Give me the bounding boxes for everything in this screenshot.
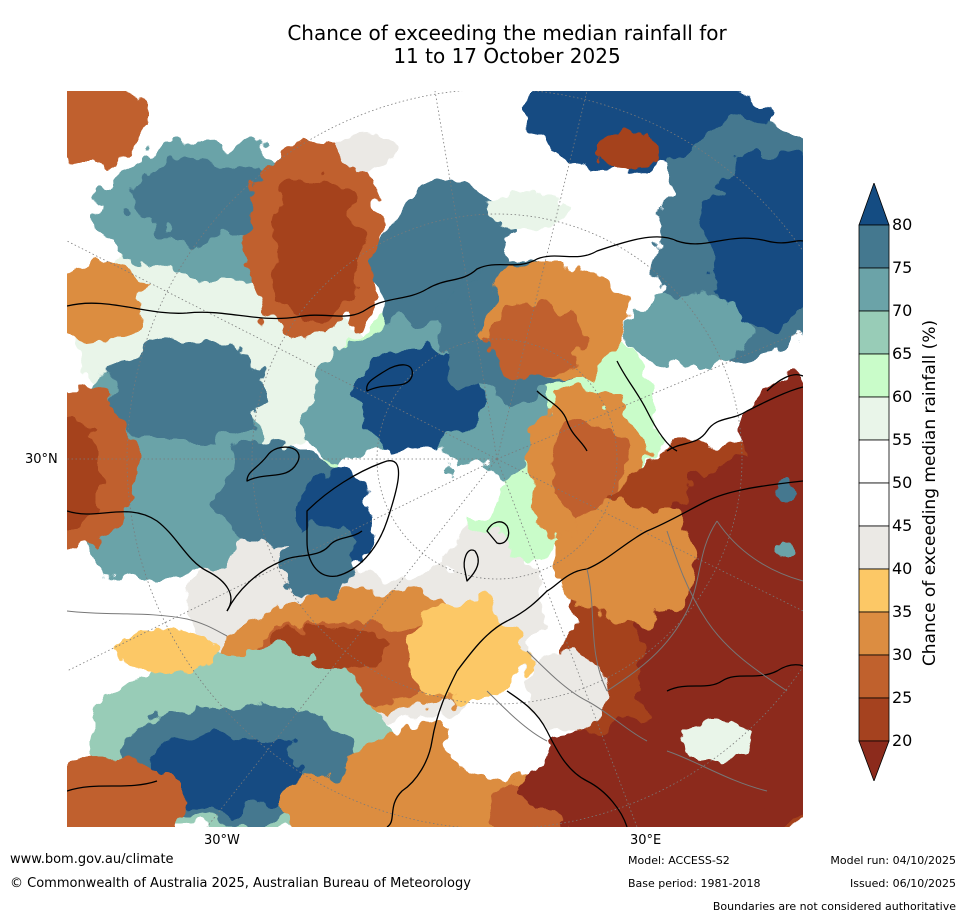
probability-field	[67, 91, 803, 827]
map-title: Chance of exceeding the median rainfall …	[0, 22, 965, 68]
colorbar-tick-70: 70	[892, 301, 913, 320]
latitude-label-30n: 30°N	[25, 452, 58, 467]
colorbar-segment	[858, 525, 890, 570]
model-run-date: Model run: 04/10/2025	[830, 854, 956, 867]
base-period: Base period: 1981-2018	[628, 877, 761, 890]
longitude-label-30w: 30°W	[204, 833, 240, 848]
colorbar-title: Chance of exceeding median rainfall (%)	[920, 319, 940, 667]
rainfall-probability-map	[67, 91, 803, 827]
boundaries-disclaimer: Boundaries are not considered authoritat…	[712, 900, 956, 913]
website-link[interactable]: www.bom.gov.au/climate	[10, 852, 174, 867]
copyright-text: © Commonwealth of Australia 2025, Austra…	[10, 876, 471, 891]
colorbar-tick-45: 45	[892, 516, 913, 535]
colorbar-tick-20: 20	[892, 731, 913, 750]
colorbar-tick-55: 55	[892, 430, 913, 449]
colorbar	[858, 183, 890, 781]
colorbar-segment	[858, 396, 890, 441]
title-line-2: 11 to 17 October 2025	[393, 44, 621, 68]
colorbar-segment	[858, 568, 890, 613]
map-canvas	[67, 91, 803, 827]
colorbar-tick-65: 65	[892, 344, 913, 363]
graticule	[67, 91, 803, 827]
colorbar-segment	[858, 267, 890, 312]
colorbar-tick-60: 60	[892, 387, 913, 406]
colorbar-segment	[858, 697, 890, 742]
country-boundaries	[67, 520, 803, 792]
colorbar-tick-75: 75	[892, 258, 913, 277]
colorbar-segments	[858, 183, 890, 781]
colorbar-tick-40: 40	[892, 559, 913, 578]
colorbar-segment	[858, 482, 890, 527]
colorbar-segment	[858, 611, 890, 656]
colorbar-segment	[858, 654, 890, 699]
colorbar-segment	[858, 224, 890, 269]
colorbar-tick-35: 35	[892, 602, 913, 621]
colorbar-tick-30: 30	[892, 645, 913, 664]
colorbar-tick-50: 50	[892, 473, 913, 492]
colorbar-segment	[858, 439, 890, 484]
longitude-label-30e: 30°E	[630, 833, 662, 848]
model-name: Model: ACCESS-S2	[628, 854, 730, 867]
coastlines	[67, 236, 803, 827]
colorbar-tick-25: 25	[892, 688, 913, 707]
colorbar-extend-max	[858, 183, 890, 226]
issued-date: Issued: 06/10/2025	[849, 877, 956, 890]
colorbar-extend-min	[858, 740, 890, 781]
colorbar-segment	[858, 353, 890, 398]
colorbar-segment	[858, 310, 890, 355]
title-line-1: Chance of exceeding the median rainfall …	[287, 21, 727, 45]
probability-detail	[117, 131, 797, 761]
colorbar-tick-80: 80	[892, 215, 913, 234]
